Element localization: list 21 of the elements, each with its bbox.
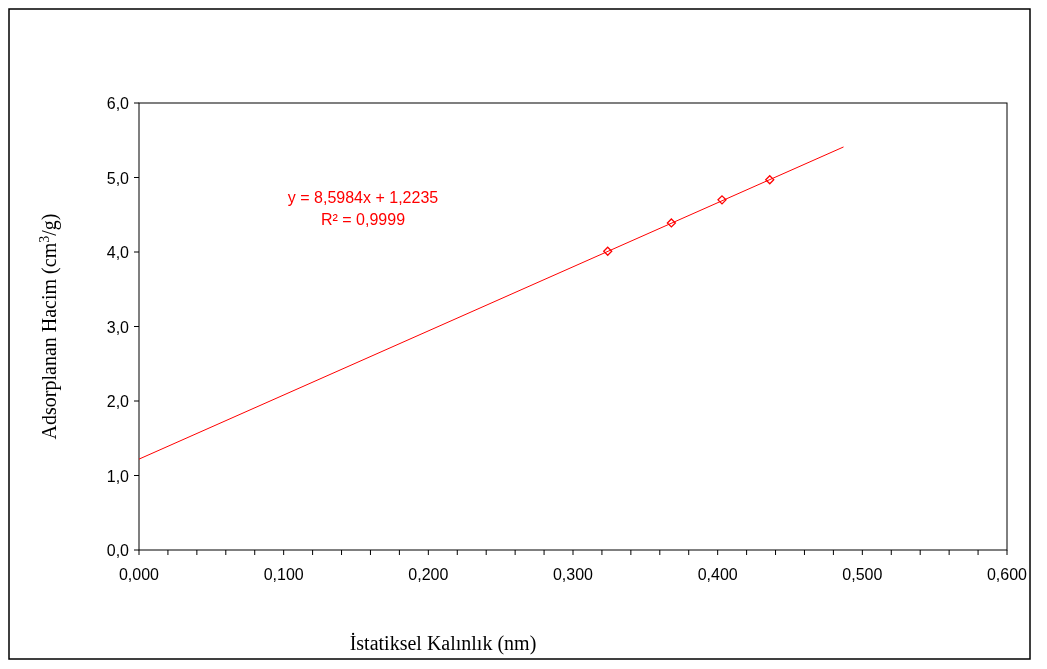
y-tick-label: 6,0: [106, 95, 130, 112]
x-tick-label: 0,200: [408, 566, 449, 583]
point: [666, 218, 677, 228]
point: [717, 195, 727, 205]
annotation: R² = 0,9999: [320, 211, 406, 228]
y-tick-label: 1,0: [106, 467, 130, 485]
x-axis-title: İstatiksel Kalınlık (nm): [349, 632, 537, 655]
y-tick-label: 2,0: [106, 393, 130, 410]
y-tick-label: 3,0: [106, 318, 130, 336]
y-tick-label: 5,0: [106, 169, 130, 187]
x-tick-label: 0,600: [986, 566, 1028, 583]
point: [603, 246, 613, 256]
point: [765, 175, 775, 185]
annotation: y = 8,5984x + 1,2235: [287, 189, 439, 206]
x-tick-label: 0,100: [263, 566, 304, 583]
x-tick-label: 0,500: [842, 566, 883, 583]
y-tick-label: 0,0: [106, 542, 130, 559]
x-tick-label: 0,000: [118, 566, 160, 583]
x-tick-label: 0,300: [552, 566, 594, 583]
x-tick-label: 0,400: [697, 566, 738, 583]
y-tick-label: 4,0: [106, 244, 130, 261]
